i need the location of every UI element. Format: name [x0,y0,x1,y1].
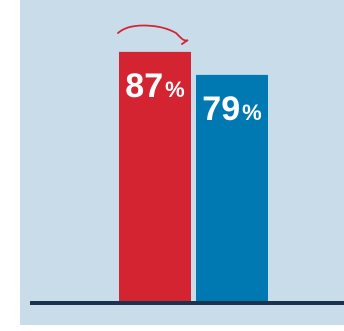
bar-1-value-label: 87% [125,67,184,105]
bar-2 [196,74,268,302]
value-number: 79 [202,90,240,128]
value-labels-group: 87%79% [125,67,261,128]
value-unit: % [242,100,262,125]
bar-2-value-label: 79% [202,90,261,128]
bars-group [119,51,268,302]
value-number: 87 [125,67,163,105]
value-unit: % [165,77,185,102]
bar-1 [119,51,191,302]
hand-drawn-annotation [117,24,189,45]
